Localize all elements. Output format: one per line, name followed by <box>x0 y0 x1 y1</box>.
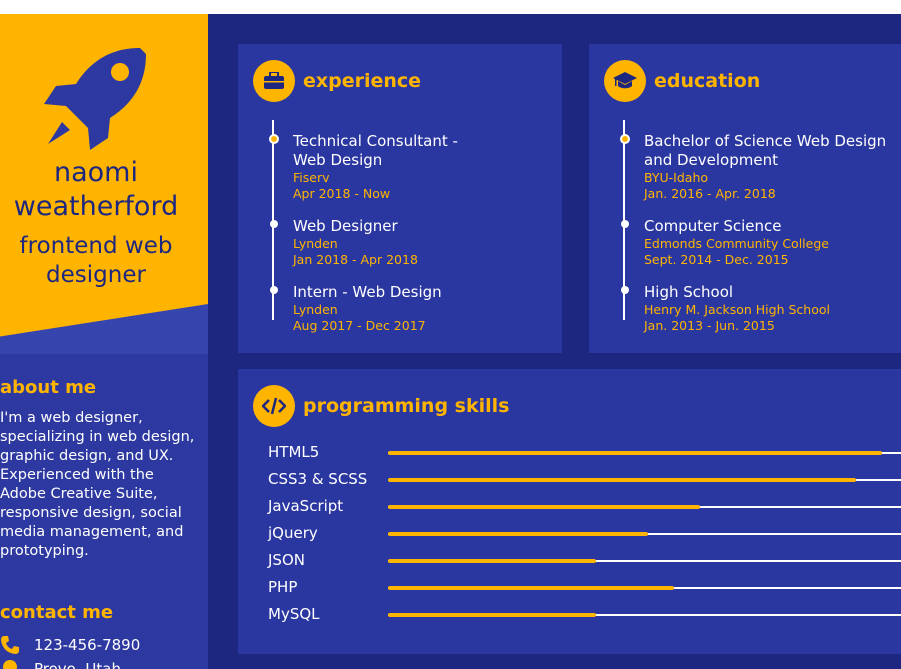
education-degree: High School <box>644 283 734 301</box>
skill-bar-fill <box>388 478 856 482</box>
phone-number: 123-456-7890 <box>34 636 141 654</box>
phone-icon <box>0 635 20 655</box>
timeline-dot <box>621 220 629 228</box>
skill-bar-track <box>388 613 901 617</box>
skill-name: HTML5 <box>268 443 320 461</box>
skill-row: CSS3 & SCSS <box>268 468 901 490</box>
skill-row: PHP <box>268 576 901 598</box>
education-dates: Sept. 2014 - Dec. 2015 <box>644 252 789 267</box>
skill-name: MySQL <box>268 605 320 623</box>
experience-dates: Jan 2018 - Apr 2018 <box>293 252 418 267</box>
education-header: education <box>604 60 760 102</box>
education-item: Bachelor of Science Web Design and Devel… <box>620 132 894 202</box>
experience-card: experience Technical Consultant - Web De… <box>238 44 562 353</box>
experience-item: Technical Consultant - Web Design Fiserv… <box>269 132 493 202</box>
skill-bar-track <box>388 478 901 482</box>
first-name: naomi <box>54 157 138 188</box>
experience-role: Intern - Web Design <box>293 283 442 301</box>
education-school: Henry M. Jackson High School <box>644 302 830 317</box>
briefcase-icon <box>253 60 295 102</box>
experience-dates: Apr 2018 - Now <box>293 186 391 201</box>
skill-row: JSON <box>268 549 901 571</box>
rocket-icon <box>44 48 146 150</box>
contact-location: Provo, Utah <box>0 659 121 669</box>
skill-bar-fill <box>388 451 882 455</box>
contact-heading: contact me <box>0 602 114 623</box>
location-text: Provo, Utah <box>34 660 121 669</box>
skills-header: programming skills <box>253 385 509 427</box>
skill-bar-fill <box>388 559 596 563</box>
skill-name: PHP <box>268 578 298 596</box>
experience-header: experience <box>253 60 421 102</box>
timeline-dot <box>269 134 279 144</box>
skill-name: CSS3 & SCSS <box>268 470 368 488</box>
skill-name: jQuery <box>268 524 318 542</box>
skill-name: JavaScript <box>268 497 344 515</box>
contact-phone[interactable]: 123-456-7890 <box>0 635 140 655</box>
profile-name: naomi weatherford <box>0 156 192 224</box>
timeline-dot <box>270 286 278 294</box>
skill-name: JSON <box>268 551 305 569</box>
title-line-1: frontend web <box>19 233 173 259</box>
skill-bar-fill <box>388 613 596 617</box>
education-item: Computer Science Edmonds Community Colle… <box>621 217 829 268</box>
education-degree: Computer Science <box>644 217 782 235</box>
skill-bar-fill <box>388 532 648 536</box>
skill-row: HTML5 <box>268 441 901 463</box>
last-name: weatherford <box>13 191 179 222</box>
skills-title: programming skills <box>303 395 510 417</box>
skill-bar-fill <box>388 586 674 590</box>
experience-role: Web Designer <box>293 217 398 235</box>
education-item: High School Henry M. Jackson High School… <box>621 283 830 334</box>
skill-row: jQuery <box>268 522 901 544</box>
skill-bar-fill <box>388 505 700 509</box>
timeline-dot <box>620 134 630 144</box>
education-degree: Bachelor of Science Web Design and Devel… <box>644 132 887 169</box>
profile-title: frontend web designer <box>0 232 192 290</box>
skill-row: JavaScript <box>268 495 901 517</box>
code-icon <box>253 385 295 427</box>
education-dates: Jan. 2013 - Jun. 2015 <box>644 318 775 333</box>
experience-org: Lynden <box>293 302 338 317</box>
about-heading: about me <box>0 377 97 398</box>
education-title: education <box>654 70 761 92</box>
sidebar: naomi weatherford frontend web designer … <box>0 14 208 669</box>
about-text: I'm a web designer, specializing in web … <box>0 410 195 559</box>
experience-org: Fiserv <box>293 170 330 185</box>
resume-page: naomi weatherford frontend web designer … <box>0 14 901 669</box>
skill-bar-track <box>388 586 901 590</box>
skills-card: programming skills HTML5 CSS3 & SCSS JavaS… <box>238 369 901 654</box>
skill-bar-track <box>388 451 901 455</box>
experience-org: Lynden <box>293 236 338 251</box>
skill-bar-track <box>388 559 901 563</box>
experience-dates: Aug 2017 - Dec 2017 <box>293 318 426 333</box>
graduation-cap-icon <box>604 60 646 102</box>
education-school: BYU-Idaho <box>644 170 709 185</box>
education-school: Edmonds Community College <box>644 236 829 251</box>
skill-bar-track <box>388 532 901 536</box>
skill-bar-track <box>388 505 901 509</box>
experience-item: Intern - Web Design Lynden Aug 2017 - De… <box>270 283 442 334</box>
title-line-2: designer <box>46 262 146 288</box>
experience-item: Web Designer Lynden Jan 2018 - Apr 2018 <box>270 217 418 268</box>
skill-row: MySQL <box>268 603 901 625</box>
education-dates: Jan. 2016 - Apr. 2018 <box>644 186 776 201</box>
map-pin-icon <box>0 659 20 669</box>
education-card: education Bachelor of Science Web Design… <box>589 44 901 353</box>
experience-title: experience <box>303 70 422 92</box>
timeline-dot <box>270 220 278 228</box>
timeline-dot <box>621 286 629 294</box>
experience-role: Technical Consultant - Web Design <box>293 132 458 169</box>
